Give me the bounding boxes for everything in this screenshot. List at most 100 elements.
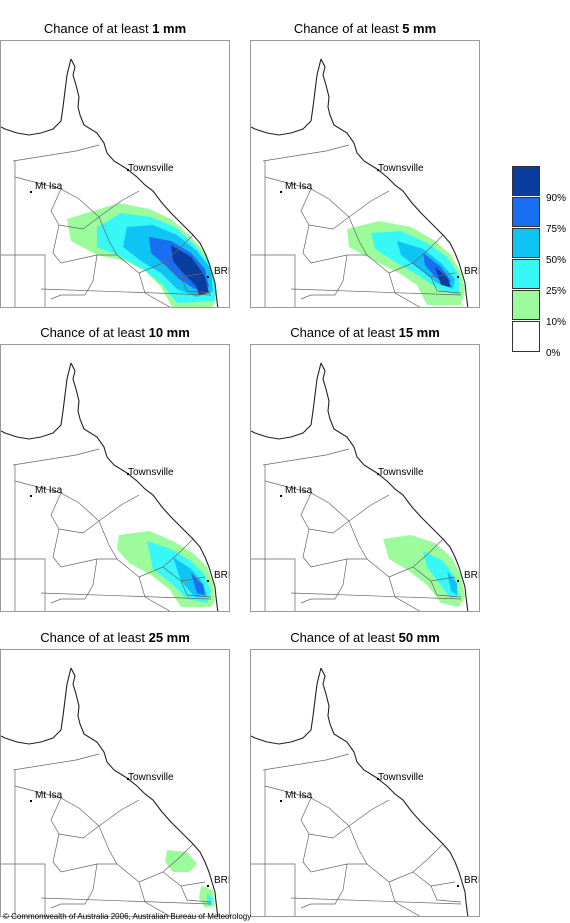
town-label-brisbane: BRIS <box>214 266 229 277</box>
coastline <box>320 58 469 307</box>
district-boundary <box>50 254 98 300</box>
district-boundary <box>251 863 296 916</box>
queensland-map-svg <box>251 667 469 916</box>
town-marker <box>457 276 459 278</box>
coastline <box>320 362 469 611</box>
town-label-mt-isa: Mt Isa <box>285 485 313 496</box>
town-marker <box>457 580 459 582</box>
panel-title-5mm: Chance of at least 5 mm <box>293 21 437 36</box>
district-boundary <box>262 144 350 162</box>
district-boundary <box>98 190 140 218</box>
probability-area <box>423 551 459 599</box>
probability-area <box>165 850 197 872</box>
town-marker <box>280 191 282 193</box>
town-marker <box>280 495 282 497</box>
district-boundary <box>52 224 117 264</box>
queensland-map-svg <box>1 667 219 916</box>
probability-area <box>191 267 209 295</box>
coastline <box>320 667 469 916</box>
coastline <box>70 58 219 307</box>
district-boundary <box>251 254 296 307</box>
district-boundary <box>300 254 348 300</box>
district-boundary <box>264 480 350 522</box>
district-boundary <box>40 592 212 600</box>
panel-title-10mm: Chance of at least 10 mm <box>40 325 190 340</box>
town-label-brisbane: BRIS <box>214 570 229 581</box>
district-boundary <box>300 797 350 839</box>
district-boundary <box>264 785 350 827</box>
district-boundary <box>262 448 350 466</box>
rainfall-map-25mm: Townsville Mt Isa BRIS <box>0 649 230 917</box>
district-boundary <box>52 833 117 873</box>
town-marker <box>280 800 282 802</box>
district-boundary <box>264 176 350 218</box>
district-boundary <box>412 871 456 887</box>
town-label-townsville: Townsville <box>378 467 424 478</box>
district-boundary <box>300 558 348 604</box>
district-boundary <box>52 528 117 568</box>
panel-title-25mm: Chance of at least 25 mm <box>40 630 190 645</box>
town-label-brisbane: BRIS <box>214 875 229 886</box>
district-boundary <box>12 753 100 771</box>
district-boundary <box>1 558 46 611</box>
town-marker <box>207 885 209 887</box>
legend-label-90: 90% <box>546 193 567 204</box>
district-boundary <box>262 753 350 771</box>
district-boundary <box>98 799 140 827</box>
rainfall-map-10mm: Townsville Mt Isa BRIS <box>0 344 230 612</box>
town-label-brisbane: BRIS <box>464 570 479 581</box>
district-boundary <box>180 580 212 598</box>
legend-swatch-90 <box>512 166 540 196</box>
town-marker <box>377 473 379 475</box>
panel-title-15mm: Chance of at least 15 mm <box>290 325 440 340</box>
town-marker <box>377 169 379 171</box>
district-boundary <box>12 144 100 162</box>
district-boundary <box>162 871 206 887</box>
district-boundary <box>348 520 390 578</box>
district-boundary <box>40 897 212 905</box>
coastline <box>70 362 219 611</box>
town-marker <box>457 885 459 887</box>
rainfall-map-1mm: Townsville Mt Isa BRIS <box>0 40 230 308</box>
district-boundary <box>388 538 444 578</box>
legend-label-0: 0% <box>546 348 561 359</box>
rainfall-map-50mm: Townsville Mt Isa BRIS <box>250 649 480 917</box>
district-boundary <box>1 254 46 307</box>
district-boundary <box>50 863 98 909</box>
town-marker <box>30 800 32 802</box>
rainfall-map-15mm: Townsville Mt Isa BRIS <box>250 344 480 612</box>
district-boundary <box>14 480 100 522</box>
district-boundary <box>388 843 444 883</box>
town-marker <box>207 580 209 582</box>
district-boundary <box>50 492 100 534</box>
district-boundary <box>138 843 194 883</box>
district-boundary <box>302 833 367 873</box>
queensland-map-svg <box>251 58 469 307</box>
town-label-mt-isa: Mt Isa <box>35 485 63 496</box>
district-boundary <box>348 190 390 218</box>
queensland-map-svg <box>1 362 219 611</box>
district-boundary <box>388 881 421 916</box>
district-boundary <box>300 492 350 534</box>
gulf-coastline <box>1 362 72 440</box>
panel-title-1mm: Chance of at least 1 mm <box>43 21 187 36</box>
district-boundary <box>348 799 390 827</box>
district-boundary <box>348 216 390 274</box>
district-boundary <box>138 538 194 578</box>
rainfall-map-5mm: Townsville Mt Isa BRIS <box>250 40 480 308</box>
district-boundary <box>430 885 462 903</box>
district-boundary <box>290 592 462 600</box>
district-boundary <box>302 528 367 568</box>
district-boundary <box>388 576 421 611</box>
legend-label-25: 25% <box>546 286 567 297</box>
town-marker <box>30 495 32 497</box>
district-boundary <box>300 863 348 909</box>
district-boundary <box>388 234 444 274</box>
coastline <box>70 667 219 916</box>
town-label-mt-isa: Mt Isa <box>35 790 63 801</box>
district-boundary <box>430 276 462 294</box>
district-boundary <box>300 188 350 230</box>
town-label-mt-isa: Mt Isa <box>285 181 313 192</box>
district-boundary <box>138 881 171 916</box>
district-boundary <box>138 234 194 274</box>
